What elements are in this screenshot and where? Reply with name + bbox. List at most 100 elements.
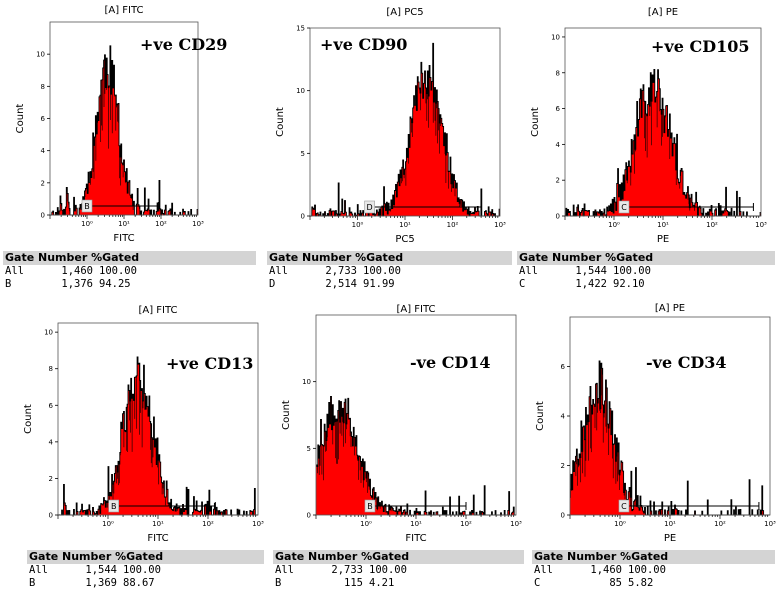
histogram-spikes	[317, 399, 514, 512]
x-axis-label: PE	[664, 533, 676, 544]
y-tick-label: 0	[49, 512, 53, 520]
x-tick-label: 10⁰	[81, 220, 93, 228]
y-tick-label: 4	[561, 413, 566, 421]
y-tick-label: 0	[556, 213, 560, 221]
x-axis-label: PE	[657, 234, 669, 245]
chart-title: [A] PE	[655, 303, 685, 314]
y-tick-label: 2	[49, 475, 53, 483]
histogram-fill	[570, 360, 770, 515]
x-axis-label: PC5	[395, 234, 414, 245]
x-tick-label: 10²	[155, 220, 167, 228]
y-tick-label: 4	[556, 141, 561, 149]
x-tick-label: 10²	[714, 520, 726, 528]
panel-cd13: [A] FITC 0 2 4 6 8 10 10⁰ 10¹ 10² 10³ FITC Count B +ve…	[0, 300, 268, 594]
x-tick-label: 10³	[764, 520, 776, 528]
stats-table-cd90: Gate Number %Gated All 2,733 100.00 D 2,514…	[267, 251, 512, 291]
x-tick-label: 10²	[706, 221, 718, 229]
gate-label-box	[108, 499, 119, 513]
y-tick-label: 10	[296, 87, 305, 95]
chart-title: [A] PC5	[386, 7, 423, 18]
histogram-fill	[50, 45, 198, 215]
stats-row: All 1,544 100.00	[29, 564, 161, 576]
y-axis-label: Count	[281, 400, 292, 430]
marker-label: +ve CD13	[166, 354, 253, 373]
x-axis-label: FITC	[147, 533, 168, 544]
y-tick-label: 2	[561, 462, 565, 470]
y-tick-label: 10	[36, 51, 45, 59]
x-tick-label: 10³	[510, 520, 522, 528]
y-tick-label: 8	[41, 83, 45, 91]
x-tick-label: 10²	[447, 221, 459, 229]
y-tick-label: 6	[556, 105, 561, 113]
chart-title: [A] FITC	[104, 5, 143, 16]
stats-header: Gate Number %Gated	[532, 550, 775, 564]
y-tick-label: 0	[561, 512, 565, 520]
histogram-outline	[310, 42, 500, 217]
y-tick-label: 15	[296, 25, 305, 33]
y-tick-label: 6	[49, 402, 54, 410]
x-tick-label: 10⁰	[352, 221, 364, 229]
histogram-svg: [A] FITC 0 2 4 6 8 10 10⁰ 10¹ 10² 10³ FITC Count B +ve…	[23, 305, 264, 544]
x-tick-label: 10⁰	[608, 221, 620, 229]
gate-label-box	[81, 199, 93, 213]
stats-table-cd14: Gate Number %Gated All 2,733 100.00 B 115 4.…	[273, 550, 524, 590]
gate-label: C	[621, 203, 627, 212]
gate-label: B	[367, 502, 373, 511]
y-tick-label: 4	[41, 147, 46, 155]
y-tick-label: 5	[301, 150, 305, 158]
x-tick-label: 10³	[494, 221, 506, 229]
histogram-spikes	[312, 43, 493, 212]
gate-label: B	[111, 502, 117, 511]
histogram-spikes	[570, 360, 763, 510]
gate-label-box	[364, 200, 375, 214]
x-axis-label: FITC	[405, 533, 426, 544]
stats-row: D 2,514 91.99	[269, 278, 395, 290]
y-tick-label: 2	[41, 179, 45, 187]
stats-row: B 1,376 94.25	[5, 278, 131, 290]
panel-cd90: [A] PC5 0 5 10 15 10⁰ 10¹ 10² 10³ PC5 Count D +ve CD…	[262, 0, 514, 300]
x-tick-label: 10³	[192, 220, 204, 228]
y-tick-label: 0	[41, 212, 45, 220]
histogram-fill	[565, 69, 761, 217]
chart-title: [A] PE	[648, 7, 678, 18]
histogram-spikes	[577, 88, 738, 213]
stats-table-cd34: Gate Number %Gated All 1,460 100.00 C 85 5.8…	[532, 550, 775, 590]
histogram-fill	[316, 396, 516, 515]
histogram-spikes	[63, 363, 256, 512]
y-tick-label: 8	[556, 69, 560, 77]
y-tick-label: 8	[49, 365, 53, 373]
y-tick-label: 0	[301, 213, 305, 221]
stats-header: Gate Number %Gated	[517, 251, 775, 265]
y-axis-label: Count	[535, 401, 546, 431]
y-axis-label: Count	[23, 404, 34, 434]
y-tick-label: 0	[307, 512, 311, 520]
panel-cd105: [A] PE 0 2 4 6 8 10 10⁰ 10¹ 10² 10³ PE Count C +ve CD1…	[515, 0, 778, 300]
y-tick-label: 10	[551, 33, 560, 41]
y-axis-label: Count	[275, 107, 286, 137]
gate-label-box	[364, 499, 376, 513]
marker-label: +ve CD105	[651, 37, 749, 56]
x-tick-label: 10³	[755, 221, 767, 229]
histogram-outline	[50, 45, 198, 216]
marker-label: +ve CD29	[140, 35, 227, 54]
histogram-svg: [A] PC5 0 5 10 15 10⁰ 10¹ 10² 10³ PC5 Count D +ve CD…	[275, 7, 506, 245]
y-tick-label: 5	[307, 445, 311, 453]
x-tick-label: 10³	[252, 520, 264, 528]
stats-row: All 1,544 100.00	[519, 265, 651, 277]
histogram-outline	[570, 360, 770, 516]
marker-label: +ve CD90	[320, 35, 407, 54]
y-tick-label: 10	[302, 378, 311, 386]
stats-table-cd29: Gate Number %Gated All 1,460 100.00 B 1,376…	[3, 251, 256, 291]
marker-label: -ve CD14	[410, 353, 491, 372]
stats-header: Gate Number %Gated	[267, 251, 512, 265]
x-tick-label: 10⁰	[360, 520, 372, 528]
histogram-svg: [A] FITC 0 2 4 6 8 10 10⁰ 10¹ 10² 10³ FITC Count B +ve…	[15, 5, 227, 244]
histogram-outline	[316, 395, 516, 516]
histogram-fill	[58, 356, 258, 515]
y-tick-label: 6	[561, 363, 566, 371]
gate-label-box	[618, 499, 630, 513]
y-axis-label: Count	[530, 107, 541, 137]
panel-cd14: [A] FITC 0 5 10 10⁰ 10¹ 10² 10³ FITC Count B -ve CD…	[268, 300, 530, 594]
stats-row: All 1,460 100.00	[5, 265, 137, 277]
x-tick-label: 10¹	[410, 520, 422, 528]
